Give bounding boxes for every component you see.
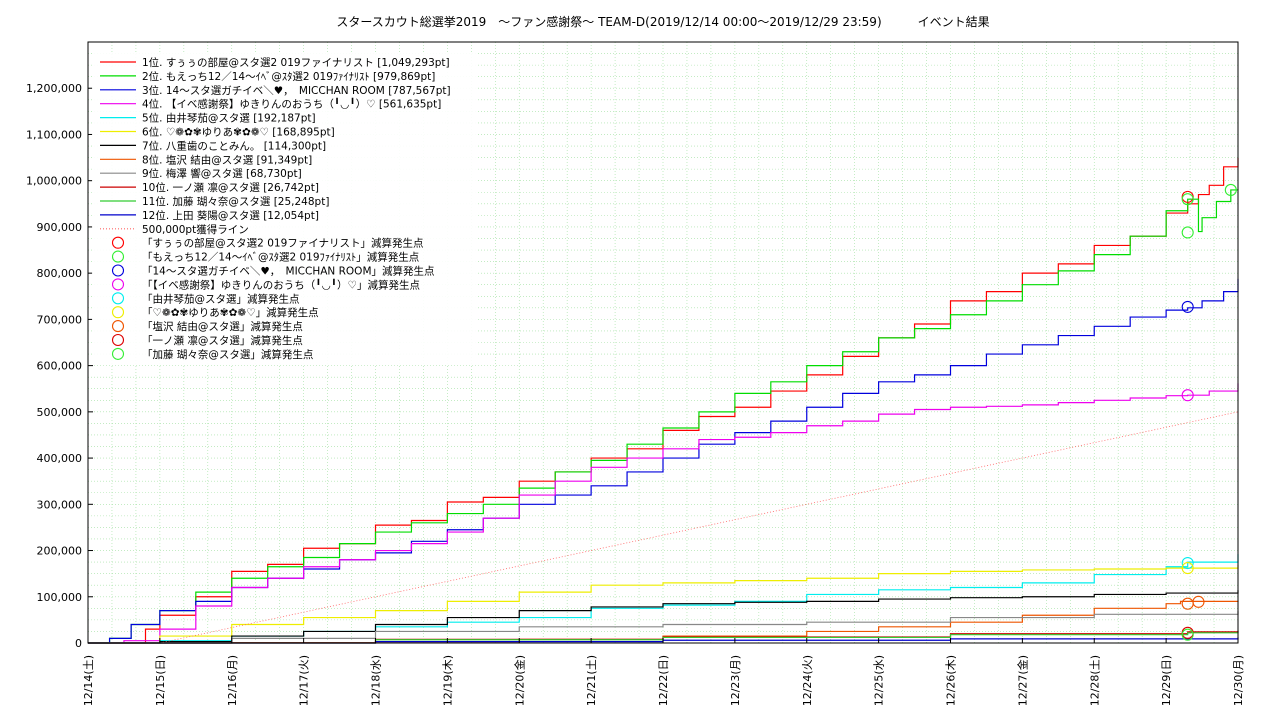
legend: 1位. すぅぅの部屋@スタ選2 019ファイナリスト [1,049,293pt]…	[92, 53, 477, 365]
legend-label: 12位. 上田 葵陽@スタ選 [12,054pt]	[142, 209, 319, 222]
x-tick-label: 12/20(金)	[512, 655, 526, 706]
legend-marker-swatch	[111, 292, 125, 305]
legend-marker-swatch	[111, 236, 125, 249]
legend-marker-label: 「14～スタ選ガチイベ＼♥， MICCHAN ROOM」減算発生点	[142, 265, 435, 278]
deduction-marker	[1181, 556, 1194, 570]
x-tick-label: 12/23(月)	[729, 655, 742, 706]
legend-marker-label: 「一ノ瀬 凛@スタ選」減算発生点	[142, 334, 303, 347]
legend-marker-swatch	[111, 278, 125, 291]
y-tick-label: 1,000,000	[26, 175, 82, 188]
legend-marker-label: 「もえっち12／14～ｲﾍﾞ@ｽﾀ選2 019ﾌｧｲﾅﾘｽﾄ」減算発生点	[142, 251, 419, 264]
legend-marker-swatch	[111, 306, 125, 319]
legend-marker-label: 「由井琴茄@スタ選」減算発生点	[142, 292, 300, 305]
y-axis: 0 100,000 200,000 300,000 400,000 500,000 600,…	[26, 82, 93, 650]
y-tick-label: 300,000	[37, 498, 83, 511]
x-tick-label: 12/25(水)	[873, 655, 886, 706]
series-line	[88, 590, 1239, 644]
legend-label: 11位. 加藤 瑚々奈@スタ選 [25,248pt]	[142, 195, 329, 208]
legend-label: 5位. 由井琴茄@スタ選 [192,187pt]	[142, 112, 316, 125]
legend-label: 1位. すぅぅの部屋@スタ選2 019ファイナリスト [1,049,293pt]	[142, 56, 450, 69]
chart-title: スタースカウト総選挙2019 ～ファン感謝祭～ TEAM-D(2019/12/1…	[336, 14, 989, 29]
x-tick-label: 12/24(火)	[801, 655, 814, 706]
x-tick-label: 12/18(水)	[370, 655, 383, 706]
legend-marker-swatch	[111, 320, 125, 333]
legend-label: 6位. ♡❁✿✾ゆりあ✾✿❁♡ [168,895pt]	[142, 126, 335, 139]
legend-label: 500,000pt獲得ライン	[142, 223, 249, 236]
y-tick-label: 0	[75, 637, 82, 650]
legend-marker-swatch	[111, 250, 125, 263]
series-line	[88, 189, 1239, 644]
legend-label: 8位. 塩沢 結由@スタ選 [91,349pt]	[142, 153, 312, 166]
x-tick-label: 12/15(日)	[154, 655, 167, 706]
series-markers	[1181, 183, 1237, 641]
legend-label: 9位. 梅澤 響@スタ選 [68,730pt]	[142, 167, 302, 180]
deduction-marker	[1181, 226, 1194, 239]
x-tick-label: 12/21(土)	[585, 655, 598, 706]
series-line	[88, 564, 1239, 644]
x-tick-label: 12/22(日)	[657, 655, 670, 706]
x-tick-label: 12/16(月)	[226, 655, 239, 706]
deduction-marker	[1181, 300, 1194, 313]
deduction-marker	[1181, 628, 1194, 641]
y-tick-label: 100,000	[37, 591, 83, 604]
deduction-marker	[1224, 183, 1237, 196]
x-tick-label: 12/19(木)	[441, 655, 454, 706]
series-line	[159, 411, 1239, 644]
legend-marker-label: 「♡❁✿✾ゆりあ✾✿❁♡」減算発生点	[142, 306, 319, 319]
legend-marker-label: 「【イベ感謝祭】ゆきりんのおうち（╹◡╹）♡」減算発生点	[142, 278, 420, 291]
x-tick-label: 12/17(火)	[298, 655, 311, 706]
legend-label: 10位. 一ノ瀬 凛@スタ選 [26,742pt]	[142, 181, 319, 194]
y-tick-label: 500,000	[37, 406, 83, 419]
legend-marker-swatch	[111, 333, 125, 347]
y-tick-label: 1,100,000	[26, 128, 82, 141]
y-tick-label: 1,200,000	[26, 82, 82, 95]
y-tick-label: 600,000	[37, 360, 83, 373]
legend-marker-label: 「すぅぅの部屋@スタ選2 019ファイナリスト」減算発生点	[142, 237, 424, 250]
legend-label: 4位. 【イベ感謝祭】ゆきりんのおうち（╹◡╹）♡ [561,635pt]	[142, 98, 441, 111]
series-line	[88, 383, 1239, 644]
legend-marker-swatch	[111, 347, 125, 360]
series-line	[88, 611, 1239, 644]
y-tick-label: 800,000	[37, 267, 83, 280]
y-tick-label: 900,000	[37, 221, 83, 234]
legend-background	[92, 53, 477, 365]
x-tick-label: 12/29(日)	[1160, 655, 1173, 706]
deduction-marker	[1181, 562, 1194, 575]
x-tick-label: 12/28(土)	[1088, 655, 1101, 706]
deduction-marker	[1192, 595, 1205, 608]
x-tick-label: 12/27(金)	[1015, 655, 1029, 706]
x-tick-label: 12/14(土)	[82, 655, 95, 706]
legend-marker-swatch	[111, 264, 125, 277]
legend-label: 3位. 14～スタ選ガチイベ＼♥， MICCHAN ROOM [787,567p…	[142, 84, 451, 97]
x-tick-label: 12/30(月)	[1232, 655, 1245, 706]
legend-marker-label: 「加藤 瑚々奈@スタ選」減算発生点	[142, 348, 313, 361]
deduction-marker	[1181, 389, 1194, 402]
deduction-marker	[1181, 193, 1194, 206]
legend-label: 7位. 八重歯のことみん。 [114,300pt]	[142, 139, 326, 152]
y-tick-label: 400,000	[37, 452, 83, 465]
x-tick-label: 12/26(木)	[945, 655, 958, 706]
x-axis: 12/14(土) 12/15(日) 12/16(月) 12/17(火) 12/18(水)…	[82, 638, 1245, 706]
y-tick-label: 200,000	[37, 545, 83, 558]
legend-label: 2位. もえっち12／14～ｲﾍﾞ@ｽﾀ選2 019ﾌｧｲﾅﾘｽﾄ [979,8…	[142, 70, 435, 83]
y-tick-label: 700,000	[37, 313, 83, 326]
legend-marker-label: 「塩沢 結由@スタ選」減算発生点	[142, 320, 303, 333]
